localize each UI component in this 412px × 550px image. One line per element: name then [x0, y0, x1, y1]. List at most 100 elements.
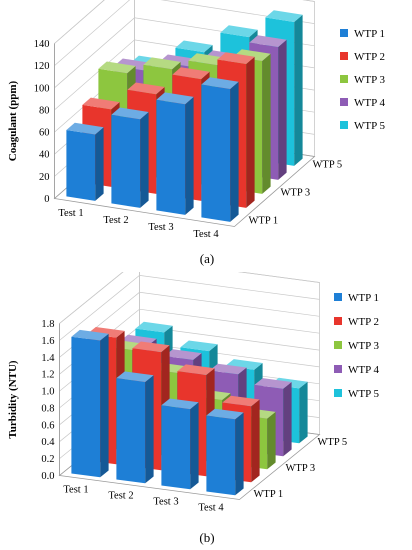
bar-top [127, 82, 165, 95]
gridline [54, 0, 315, 44]
y-tick-label: 1.6 [41, 336, 54, 347]
bar-side [95, 127, 104, 201]
bar-side [230, 81, 239, 222]
depth-tick-label: WTP 1 [254, 489, 284, 500]
legend-swatch [334, 341, 342, 349]
bar-top [143, 57, 181, 70]
bar-side [294, 14, 303, 166]
y-tick-label: 0 [44, 194, 49, 205]
legend-swatch [334, 293, 342, 301]
bar-top [164, 349, 202, 360]
legend-swatch [334, 365, 342, 373]
depth-tick-label: WTP 3 [281, 188, 311, 199]
panel-label: (b) [199, 530, 214, 545]
bar-top [82, 97, 120, 110]
legend-swatch [340, 121, 348, 129]
bar [71, 329, 109, 478]
panel-label: (a) [200, 251, 214, 266]
gridline [59, 272, 320, 324]
bar-top [201, 77, 239, 89]
y-tick-label: 1.4 [41, 353, 55, 364]
bar [111, 107, 149, 208]
gridline [59, 275, 320, 341]
x-tick-label: Test 1 [58, 208, 83, 219]
bar-side [283, 382, 292, 457]
bar-side [262, 53, 271, 194]
y-tick-label: 0.6 [41, 420, 54, 431]
bar-top [265, 10, 303, 22]
bar-front [71, 336, 101, 478]
bar-front [156, 99, 186, 215]
bar-top [159, 54, 197, 67]
legend-label: WTP 3 [348, 340, 380, 352]
bar-top [175, 40, 213, 53]
bar-side [299, 381, 308, 444]
bar-top [209, 363, 247, 375]
legend-label: WTP 2 [348, 316, 379, 328]
x-tick-label: Test 3 [153, 497, 178, 508]
bar-top [111, 107, 149, 120]
y-axis-label: Coagulant (ppm) [7, 80, 19, 161]
bar-top [222, 395, 260, 407]
bar-top [254, 378, 292, 389]
bar-front [161, 405, 191, 490]
bar-side [145, 375, 154, 484]
bar-side [100, 333, 109, 478]
legend-label: WTP 4 [348, 364, 380, 376]
x-tick-label: Test 3 [148, 222, 173, 233]
y-tick-label: 60 [39, 128, 50, 139]
legend-label: WTP 1 [348, 292, 379, 304]
y-tick-label: 40 [39, 150, 50, 161]
y-tick-label: 0.2 [41, 454, 54, 465]
y-tick-label: 1.2 [41, 370, 54, 381]
y-tick-label: 1.0 [41, 387, 54, 398]
legend-swatch [334, 389, 342, 397]
turbidity-chart: 0.0 0.2 0.4 0.6 0.8 1.0 1.2 1.4 1.6 1.8 Turbidity … [7, 272, 380, 545]
bar-side [140, 112, 149, 208]
legend-swatch [340, 98, 348, 106]
y-tick-label: 120 [34, 61, 50, 72]
bar [66, 122, 104, 201]
depth-tick-label: WTP 5 [313, 160, 343, 171]
bar-top [233, 49, 271, 61]
bar-top [220, 25, 258, 38]
x-tick-label: Test 2 [103, 215, 128, 226]
bar-side [246, 56, 255, 208]
y-tick-label: 0.0 [41, 471, 54, 482]
bar-front [201, 84, 231, 222]
bar-top [206, 408, 244, 420]
bar-side [190, 402, 199, 490]
y-axis-label: Turbidity (NTU) [7, 360, 19, 438]
bar-top [188, 53, 226, 66]
bar-top [135, 321, 173, 333]
gridline [54, 0, 315, 66]
legend-label: WTP 4 [354, 97, 386, 109]
legend-label: WTP 1 [354, 28, 385, 40]
bar-top [71, 329, 109, 341]
bar-front [206, 415, 236, 496]
y-tick-label: 0.4 [41, 437, 55, 448]
depth-tick-label: WTP 3 [286, 463, 316, 474]
x-tick-label: Test 4 [193, 229, 219, 240]
bar-top [132, 341, 170, 353]
y-tick-label: 0.8 [41, 403, 54, 414]
depth-tick-label: WTP 5 [318, 437, 348, 448]
x-tick-label: Test 4 [198, 503, 224, 514]
bar-top [177, 364, 215, 375]
bar-front [111, 114, 141, 208]
bar-top [172, 67, 210, 80]
y-tick-label: 1.8 [41, 319, 54, 330]
bar-top [217, 52, 255, 64]
y-tick-label: 100 [34, 83, 50, 94]
bar-top [116, 371, 154, 382]
depth-tick-label: WTP 1 [249, 216, 279, 227]
y-tick-label: 80 [39, 105, 50, 116]
coagulant-chart: 0 20 40 60 80 100 120 140 Coagulant (ppm) Test 1 T… [7, 0, 386, 266]
bar-top [66, 122, 104, 135]
legend-label: WTP 2 [354, 51, 385, 63]
bar-side [278, 39, 287, 180]
y-tick-label: 20 [39, 172, 50, 183]
bar-top [180, 340, 218, 352]
bar-top [114, 58, 152, 71]
legend-label: WTP 5 [354, 120, 386, 132]
